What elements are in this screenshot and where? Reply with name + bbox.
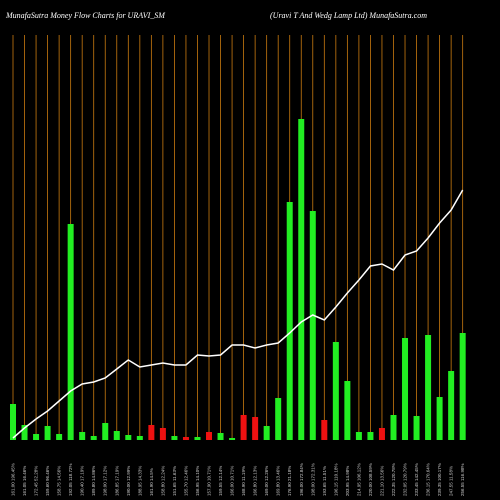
x-tick-label: 159.60 96.46% <box>45 466 50 496</box>
bar <box>113 431 120 440</box>
bar <box>252 417 259 440</box>
chart-title: MunafaSutra Money Flow Charts for URAVI_… <box>5 11 166 20</box>
x-tick-label: 169.00 12.26% <box>264 466 269 496</box>
bar <box>309 211 316 440</box>
bar <box>378 428 385 440</box>
chart-subtitle: (Uravi T And Wedg Lamp Ltd) MunafaSutra.… <box>270 11 427 20</box>
bar <box>217 433 224 440</box>
x-tick-label: 168.90 11.19% <box>241 466 246 496</box>
bar <box>136 436 143 440</box>
x-tick-label: 166.80 12.13% <box>253 466 258 496</box>
x-tick-label: 232.05 120.79% <box>403 463 408 496</box>
bar <box>286 202 293 440</box>
x-tick-label: 159.55 12.14% <box>218 466 223 496</box>
bar <box>206 432 213 440</box>
x-tick-label: 186.85 17.19% <box>114 466 119 496</box>
bar <box>159 428 166 440</box>
bar <box>79 432 86 440</box>
x-tick-label: 158.75 14.56% <box>57 466 62 496</box>
bar <box>436 397 443 440</box>
bar <box>355 432 362 440</box>
x-tick-label: 247.55 11.58% <box>449 466 454 496</box>
bar <box>275 398 282 440</box>
x-tick-label: 221.10 13.56% <box>379 466 384 496</box>
bar <box>67 224 74 440</box>
x-tick-label: 169.80 13.46% <box>276 466 281 496</box>
bar <box>44 426 51 440</box>
bar <box>229 438 236 440</box>
bar <box>182 437 189 440</box>
x-tick-label: 203.95 14.98% <box>345 466 350 496</box>
x-tick-label: 158.80 12.24% <box>160 466 165 496</box>
bar <box>56 434 63 440</box>
bar <box>413 416 420 440</box>
x-tick-label: 220.00 108.59% <box>368 463 373 496</box>
x-tick-label: 214.95 106.12% <box>356 463 361 496</box>
x-tick-label: 196.00 172.84% <box>299 463 304 496</box>
bar <box>125 435 132 440</box>
x-tick-label: 188.95 14.33% <box>137 466 142 496</box>
x-tick-label: 189.80 14.86% <box>91 466 96 496</box>
x-tick-label: 151.65 11.63% <box>172 466 177 496</box>
x-tick-label: 161.05 16.46% <box>22 466 27 496</box>
bar <box>33 434 40 440</box>
bar <box>459 333 466 440</box>
x-tick-label: 176.90 21.18% <box>287 466 292 496</box>
bar <box>367 432 374 440</box>
bar <box>10 404 16 440</box>
bar <box>332 342 339 440</box>
bar <box>194 437 201 440</box>
x-tick-label: 193.65 11.51% <box>322 466 327 496</box>
bar <box>171 436 178 440</box>
x-tick-label: 172.45 52.28% <box>34 466 39 496</box>
bar <box>448 371 455 440</box>
bar <box>263 426 270 440</box>
x-tick-label: 161.00 196.45% <box>11 463 16 496</box>
bar <box>344 381 351 440</box>
x-tick-label: 156.95 14.10% <box>195 466 200 496</box>
bar <box>321 420 328 440</box>
x-tick-label: 190.00 12.99% <box>126 466 131 496</box>
x-tick-label: 198.00 17.12% <box>103 466 108 496</box>
x-tick-label: 236.15 170.64% <box>426 463 431 496</box>
bar <box>148 425 155 440</box>
x-tick-label: 233.45 142.45% <box>414 463 419 496</box>
x-tick-label: 192.05 118.72% <box>68 464 73 496</box>
x-tick-label: 198.00 172.31% <box>310 463 315 496</box>
bar <box>298 119 305 440</box>
price-line <box>12 189 464 439</box>
bar <box>402 338 409 440</box>
bar <box>425 335 432 440</box>
bar <box>390 415 397 440</box>
x-tick-label: 161.90 14.5% <box>149 468 154 496</box>
x-tick-label: 157.90 10.71% <box>207 466 212 496</box>
x-tick-label: 239.35 100.17% <box>437 463 442 496</box>
bar <box>102 423 109 440</box>
x-tick-label: 196.15 110.18% <box>333 464 338 496</box>
x-tick-label: 256.55 116.98% <box>460 464 465 496</box>
x-tick-label: 190.40 17.19% <box>80 466 85 496</box>
x-tick-label: 166.00 10.71% <box>230 466 235 496</box>
bar <box>90 436 97 440</box>
bar <box>240 415 247 440</box>
bar <box>21 425 28 440</box>
x-tick-label: 155.70 12.46% <box>183 466 188 496</box>
x-tick-label: 222.35 120.78% <box>391 463 396 496</box>
